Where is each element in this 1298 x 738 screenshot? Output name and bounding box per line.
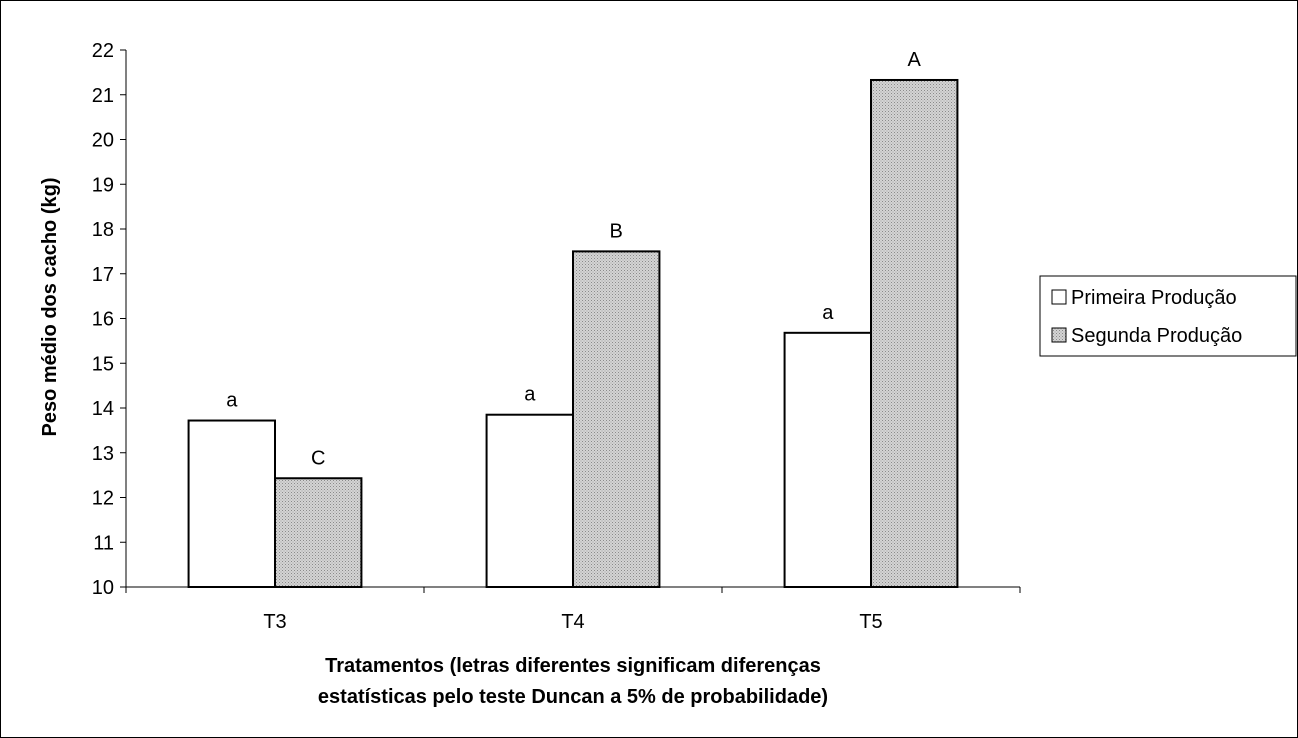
y-tick-label: 16 (92, 309, 114, 331)
bar-primeira-t3 (187, 419, 276, 588)
x-tick-label: T4 (561, 611, 584, 633)
y-tick-label: 14 (92, 398, 114, 420)
y-tick-label: 21 (92, 85, 114, 107)
legend: Primeira Produção Segunda Produção (1039, 275, 1297, 357)
y-tick-label: 19 (92, 174, 114, 196)
legend-box (1039, 275, 1297, 357)
y-tick-label: 20 (92, 130, 114, 152)
bar-primeira-t4 (485, 413, 574, 588)
bar-letter-label: C (311, 447, 325, 469)
legend-swatch-primeira (1051, 289, 1067, 305)
bar-letter-label: B (610, 220, 623, 242)
bar-letter-label: a (524, 384, 536, 406)
bar-segunda-t4 (572, 250, 661, 588)
bars (187, 78, 959, 589)
x-tick-label: T3 (263, 611, 286, 633)
x-axis-title-line-2: estatísticas pelo teste Duncan a 5% de p… (318, 686, 828, 708)
data-labels: a Ca Ba A (226, 49, 921, 469)
y-tick-label: 13 (92, 443, 114, 465)
y-tick-label: 22 (92, 40, 114, 62)
legend-label-segunda: Segunda Produção (1071, 325, 1242, 347)
y-tick-label: 11 (93, 532, 114, 554)
y-tick-label: 18 (92, 219, 114, 241)
y-axis-title: Peso médio dos cacho (kg) (39, 178, 61, 437)
bar-segunda-t3 (274, 477, 363, 589)
bar-letter-label: a (822, 302, 834, 324)
bar-primeira-t5 (783, 331, 873, 588)
x-tick-label: T5 (859, 611, 882, 633)
y-tick-label: 10 (92, 577, 114, 599)
bar-letter-label: A (908, 49, 922, 71)
y-tick-label: 17 (92, 264, 114, 286)
y-tick-label: 12 (92, 488, 114, 510)
legend-label-primeira: Primeira Produção (1071, 287, 1237, 309)
x-axis-title-line-1: Tratamentos (letras diferentes significa… (325, 655, 821, 677)
bar-letter-label: a (226, 390, 238, 412)
legend-swatch-segunda (1051, 327, 1067, 343)
y-tick-label: 15 (92, 353, 114, 375)
bar-segunda-t5 (870, 78, 959, 588)
